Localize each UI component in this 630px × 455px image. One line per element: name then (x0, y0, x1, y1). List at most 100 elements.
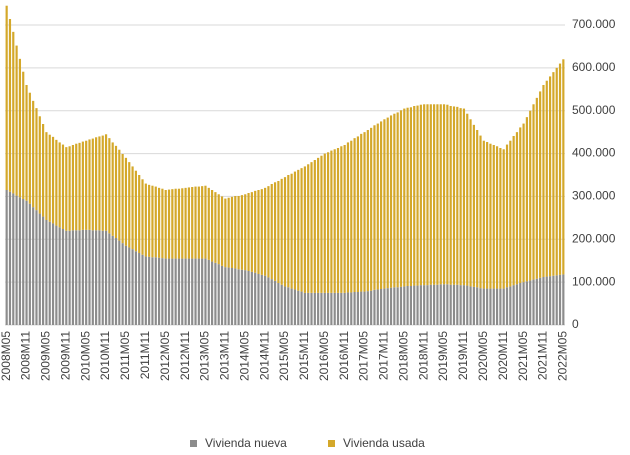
bar (207, 187, 210, 260)
bar (134, 251, 137, 325)
bar (227, 267, 230, 325)
bar (181, 258, 184, 325)
x-tick-label: 2019M11 (456, 331, 470, 380)
bar (499, 148, 502, 289)
bar (519, 283, 522, 325)
y-tick-label: 700.000 (572, 17, 616, 31)
bar (555, 275, 558, 325)
bar (462, 108, 466, 286)
bar (134, 170, 137, 252)
bar (118, 240, 121, 325)
bar (406, 286, 409, 325)
x-tick-label: 2022M05 (556, 331, 570, 381)
bar (529, 280, 532, 325)
bar (383, 288, 386, 325)
bar (194, 186, 197, 259)
bar (98, 136, 101, 231)
bar (539, 277, 542, 325)
bar (548, 276, 552, 325)
bar (330, 292, 333, 325)
y-tick-label: 600.000 (572, 60, 616, 74)
bar (356, 292, 359, 325)
bar (128, 162, 131, 248)
bar (373, 125, 376, 290)
bar (486, 142, 489, 289)
bar (174, 258, 177, 325)
y-tick-label: 100.000 (572, 274, 616, 288)
bar (472, 286, 475, 325)
bar (104, 230, 108, 325)
bar (446, 284, 449, 325)
bar (244, 270, 247, 325)
bar (303, 166, 306, 293)
bar (220, 265, 224, 325)
bar (343, 292, 346, 325)
bar (562, 274, 565, 325)
bar (353, 138, 356, 292)
bar (280, 178, 283, 285)
bar (128, 247, 131, 325)
bar (211, 261, 214, 325)
legend-swatch (328, 440, 335, 447)
bar (399, 286, 403, 325)
x-tick-label: 2008M05 (0, 331, 13, 381)
bar (148, 184, 151, 257)
bar (51, 136, 55, 224)
bar (95, 230, 98, 325)
bar (545, 80, 548, 277)
bar (433, 284, 436, 325)
bar (512, 136, 515, 286)
bar (310, 162, 313, 293)
bar (197, 258, 200, 325)
bar (287, 175, 290, 288)
bar (154, 257, 157, 325)
bar (227, 197, 230, 268)
bar (317, 157, 320, 293)
bar (201, 258, 204, 325)
bar (15, 45, 18, 196)
bar (194, 258, 197, 325)
bar (373, 289, 376, 325)
bar (429, 284, 432, 325)
bar (108, 138, 111, 234)
bar (446, 104, 449, 285)
bar (548, 76, 552, 277)
bar (532, 279, 535, 325)
bar (419, 285, 422, 325)
bar (167, 189, 171, 259)
bar (376, 123, 379, 290)
bar (283, 177, 287, 287)
bar (277, 283, 280, 325)
bar (273, 182, 277, 281)
bar (217, 194, 220, 265)
bar (138, 175, 141, 253)
x-tick-label: 2008M11 (19, 331, 33, 380)
bar (101, 135, 104, 231)
x-tick-label: 2009M11 (58, 331, 72, 380)
bar (260, 189, 263, 275)
bar (290, 173, 293, 289)
x-tick-label: 2015M11 (297, 331, 311, 380)
bar (406, 107, 409, 286)
bar (141, 179, 144, 255)
bar (363, 132, 366, 292)
bar (409, 107, 413, 287)
bar (502, 149, 505, 289)
bar (509, 140, 512, 287)
bar (383, 119, 386, 289)
bar (121, 154, 124, 244)
bar (515, 284, 519, 325)
bar (48, 221, 51, 325)
bar (224, 198, 227, 268)
bar (502, 288, 505, 325)
x-tick-label: 2013M05 (198, 331, 212, 381)
bar (370, 290, 373, 325)
x-tick-label: 2016M11 (337, 331, 351, 380)
x-tick-label: 2016M05 (317, 331, 331, 381)
bar (313, 160, 316, 293)
bar (61, 229, 65, 325)
bar (75, 230, 78, 325)
bar (519, 127, 522, 283)
bar (423, 104, 426, 286)
bar (552, 275, 555, 325)
